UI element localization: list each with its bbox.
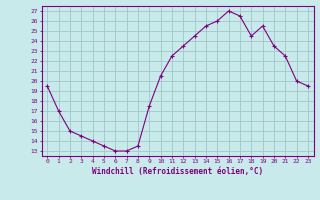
X-axis label: Windchill (Refroidissement éolien,°C): Windchill (Refroidissement éolien,°C) <box>92 167 263 176</box>
